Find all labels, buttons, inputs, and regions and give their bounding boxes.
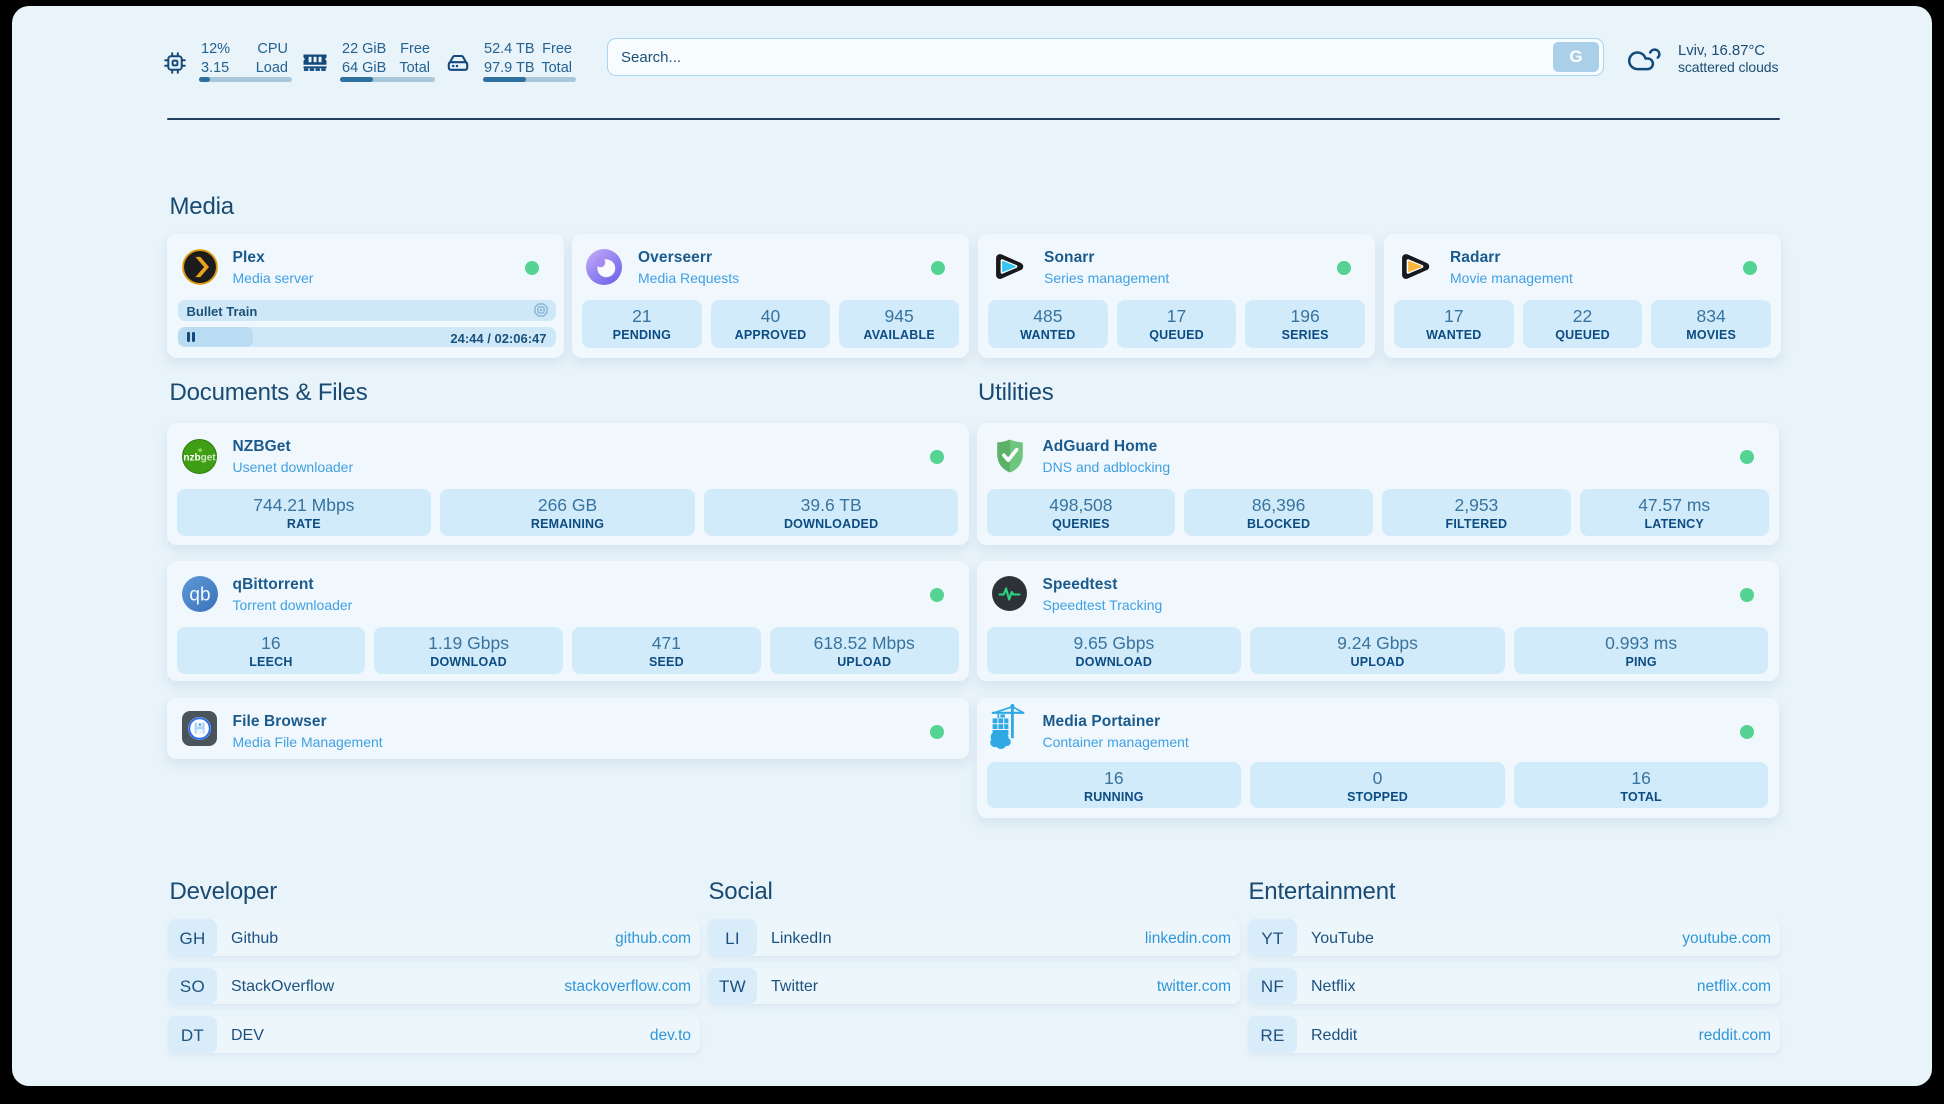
svg-text:nzbget: nzbget	[183, 452, 216, 463]
svg-text:qb: qb	[189, 585, 210, 606]
